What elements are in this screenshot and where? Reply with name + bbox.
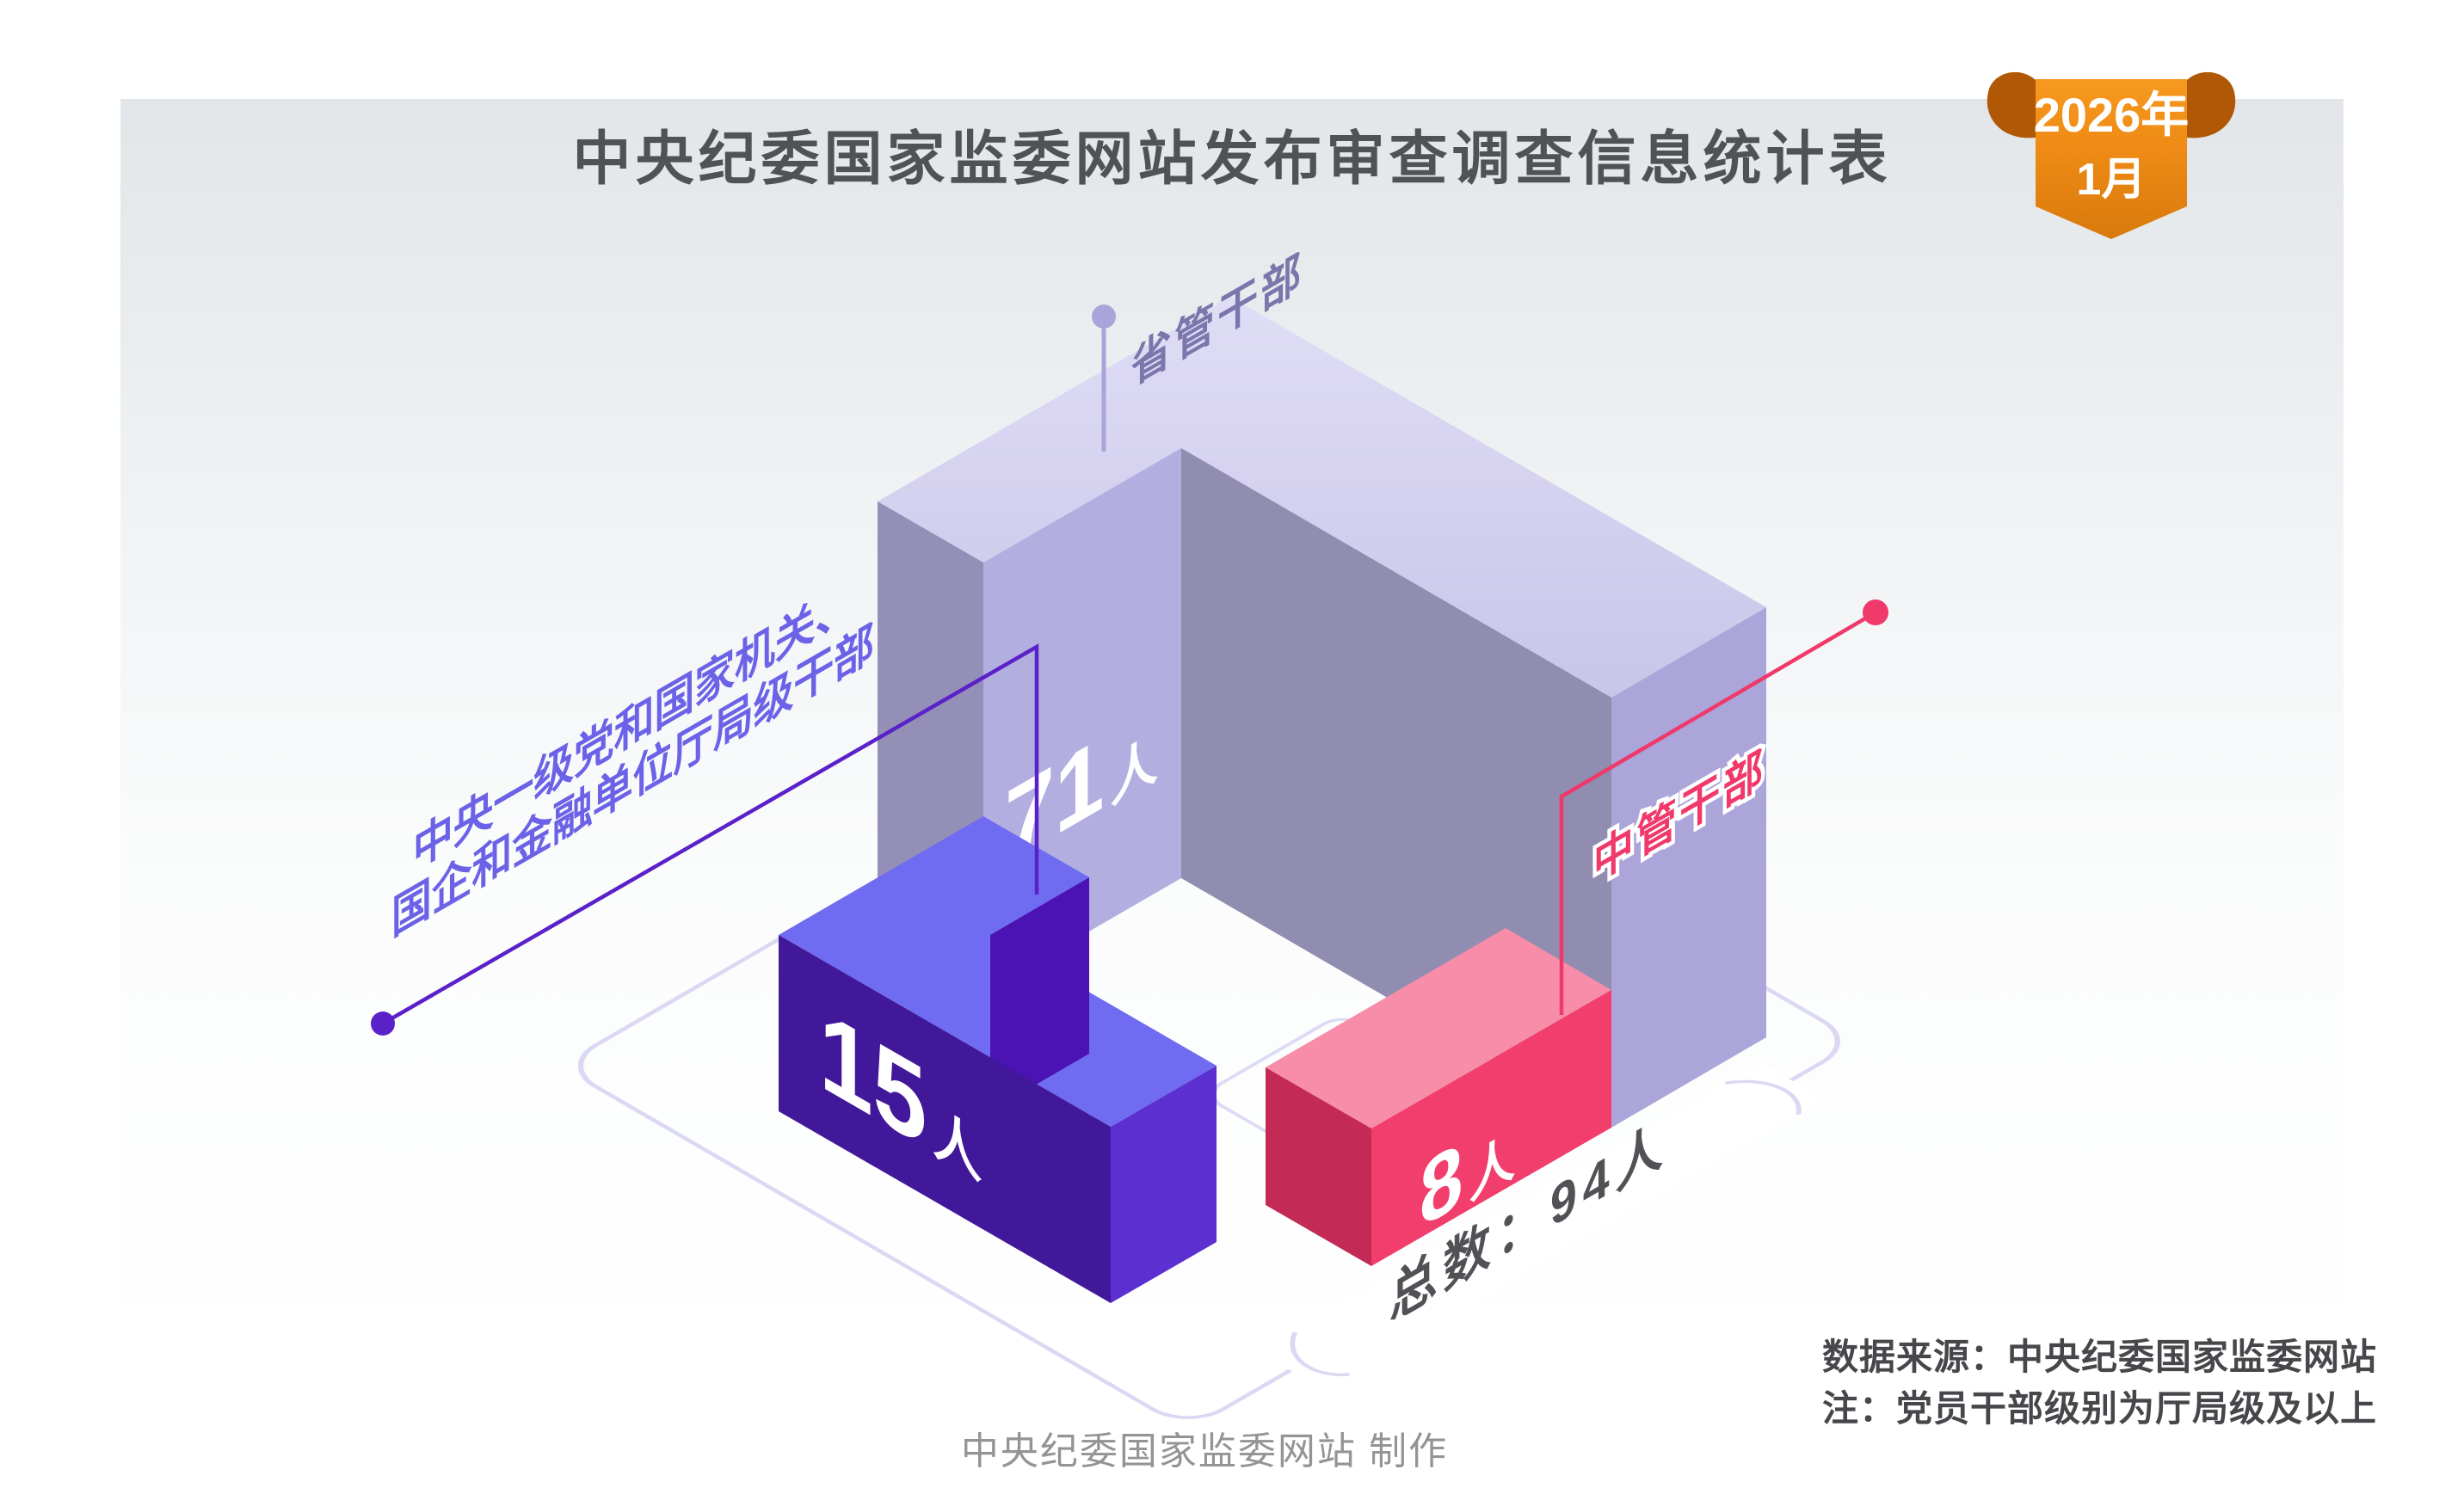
bar-central-organs-front-face — [779, 935, 1111, 1303]
page-title: 中央纪委国家监委网站发布审查调查信息统计表 — [572, 126, 1891, 192]
leader-central-managed-dot-icon — [1863, 600, 1888, 625]
footer-credit: 中央纪委国家监委网站 制作 — [961, 1430, 1448, 1473]
bar-provincial-top-face — [878, 297, 1766, 698]
bar-central-managed-number: 8 — [1420, 1122, 1463, 1248]
bar-central-managed-end-face — [1266, 1067, 1371, 1266]
note-source: 数据来源：中央纪委国家监委网站 — [1822, 1337, 2377, 1377]
bar-central-organs: 15 人 — [779, 816, 1217, 1303]
source-notes: 数据来源：中央纪委国家监委网站 注：党员干部级别为厅局级及以上 — [1822, 1337, 2377, 1429]
leader-central-organs-line — [381, 643, 1039, 1025]
bar-central-managed-front-face — [1371, 990, 1611, 1266]
bar-central-organs-inner-face — [990, 877, 1089, 1111]
bar-central-organs-end-face — [1111, 1066, 1217, 1303]
bar-provincial-right-face — [1611, 607, 1766, 1128]
badge-right-curl — [2187, 71, 2236, 138]
bar-central-managed-top-face — [1266, 928, 1611, 1128]
total-band-hook-top — [1724, 1079, 1802, 1116]
badge-month: 1月 — [2077, 155, 2147, 205]
badge-left-curl — [1987, 71, 2036, 138]
total-band — [1260, 1062, 1825, 1390]
badge-body — [2036, 79, 2187, 239]
note-remark: 注：党员干部级别为厅局级及以上 — [1822, 1388, 2377, 1429]
total-band-hook-bottom — [1290, 1331, 1351, 1376]
leader-provincial-dot-icon — [1092, 304, 1116, 329]
date-badge: 2026年 1月 — [1987, 71, 2236, 239]
leader-central-organs-dot-icon — [371, 1011, 395, 1036]
leader-central-managed-line — [1559, 611, 1877, 1015]
badge-year: 2026年 — [2034, 88, 2190, 142]
